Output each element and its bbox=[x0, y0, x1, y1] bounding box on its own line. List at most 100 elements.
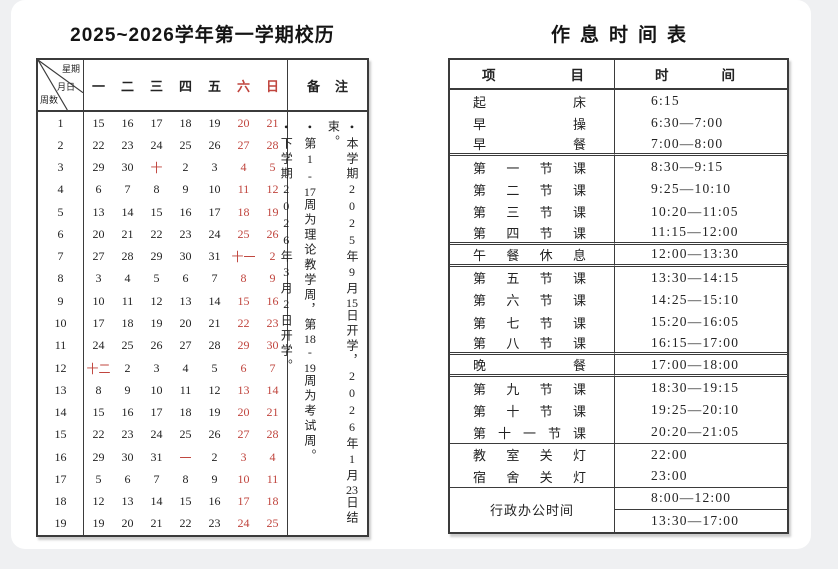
char: 第 bbox=[473, 315, 487, 331]
calendar-day-cell: 27 bbox=[179, 338, 192, 353]
char: 课 bbox=[572, 271, 586, 287]
week-number-cell: 13 bbox=[54, 382, 67, 397]
calendar-day-cell: 9 bbox=[182, 182, 189, 197]
calendar-day-cell: 22 bbox=[92, 427, 105, 442]
schedule-time-cell: 11:15—12:00 bbox=[615, 223, 787, 245]
calendar-day-cell: 24 bbox=[237, 516, 250, 531]
week-number-cell: 12 bbox=[54, 360, 67, 375]
calendar-day-cell: 23 bbox=[208, 516, 221, 531]
calendar-day-cell: 7 bbox=[153, 471, 160, 486]
char: 一 bbox=[522, 425, 536, 441]
char: 餐 bbox=[572, 358, 586, 374]
char: 八 bbox=[506, 336, 520, 352]
calendar-day-cell: 21 bbox=[121, 226, 134, 241]
char: 第 bbox=[473, 182, 487, 198]
char: 节 bbox=[539, 381, 553, 397]
char: 室 bbox=[506, 448, 520, 464]
char: 早 bbox=[473, 116, 487, 132]
weekday-header-cell: 五 bbox=[207, 78, 221, 94]
calendar-day-cell: 25 bbox=[179, 427, 192, 442]
char: 教 bbox=[473, 448, 487, 464]
calendar-day-cell: 10 bbox=[150, 382, 163, 397]
calendar-day-cell: 26 bbox=[208, 427, 221, 442]
calendar-day-cell: 17 bbox=[208, 204, 221, 219]
schedule-item-cell: 午餐休息 bbox=[450, 244, 615, 267]
calendar-day-cell: 十二 bbox=[86, 361, 111, 376]
calendar-day-cell: 20 bbox=[92, 226, 105, 241]
calendar-day-cell: 13 bbox=[237, 382, 250, 397]
calendar-day-cell: 13 bbox=[121, 494, 134, 509]
calendar-day-cell: 3 bbox=[153, 360, 160, 375]
calendar-day-cell: 18 bbox=[179, 405, 192, 420]
calendar-day-cell: 16 bbox=[121, 405, 134, 420]
calendar-day-cell: 2 bbox=[269, 249, 276, 264]
schedule-time-cell: 6:15 bbox=[651, 93, 680, 109]
calendar-day-cell: 31 bbox=[208, 249, 221, 264]
char: 三 bbox=[506, 205, 520, 221]
schedule-time-cell: 22:00 bbox=[651, 446, 688, 462]
schedule-time-cell: 14:25—15:10 bbox=[651, 291, 740, 307]
calendar-days-grid: 15 16 17 18 19 20 21 22 23 24 25 26 27 28 29 30 十 2 3 4 5 6 7 8… bbox=[84, 112, 288, 535]
schedule-item-cell: 晚餐 bbox=[450, 355, 615, 378]
weekday-header-cell: 一 bbox=[91, 78, 105, 94]
char: 节 bbox=[539, 293, 553, 309]
calendar-day-cell: 16 bbox=[266, 293, 279, 308]
calendar-table: 星期 月日 周数 一二三四五六日 备注 1 2 3 4 5 6 7 8 9 10 11 12 13 14 1… bbox=[36, 58, 369, 537]
calendar-day-cell: 4 bbox=[269, 449, 276, 464]
char: 节 bbox=[539, 182, 553, 198]
week-number-column: 1 2 3 4 5 6 7 8 9 10 11 12 13 14 15 16 17 18 19 bbox=[38, 112, 84, 535]
week-number-cell: 19 bbox=[54, 516, 67, 531]
calendar-day-cell: 17 bbox=[150, 115, 163, 130]
calendar-day-cell: 11 bbox=[237, 182, 250, 197]
schedule-time-cell: 17:00—18:00 bbox=[615, 355, 787, 378]
calendar-day-cell: 29 bbox=[92, 160, 105, 175]
calendar-day-cell: 19 bbox=[208, 115, 221, 130]
calendar-corner-cell: 星期 月日 周数 bbox=[38, 60, 84, 112]
char: 休 bbox=[539, 247, 553, 263]
calendar-day-cell: 28 bbox=[266, 137, 279, 152]
calendar-day-cell: 11 bbox=[121, 293, 134, 308]
week-number-cell: 9 bbox=[57, 293, 64, 308]
char: 第 bbox=[473, 205, 487, 221]
char: 午 bbox=[473, 247, 487, 263]
week-number-cell: 1 bbox=[57, 115, 64, 130]
calendar-day-cell: 3 bbox=[211, 160, 218, 175]
char: 目 bbox=[570, 68, 585, 83]
schedule-admin-time-cell: 8:00—12:00 bbox=[615, 488, 787, 510]
week-number-cell: 7 bbox=[57, 249, 64, 264]
calendar-day-cell: 17 bbox=[92, 315, 105, 330]
schedule-time-cell: 12:00—13:30 bbox=[615, 245, 787, 267]
calendar-day-cell: 26 bbox=[150, 338, 163, 353]
diagonal-divider-lines bbox=[38, 60, 83, 110]
week-number-cell: 2 bbox=[57, 137, 64, 152]
schedule-time-cell: 20:20—21:05 bbox=[615, 422, 787, 444]
char: 第 bbox=[473, 381, 487, 397]
weekday-header-row: 一二三四五六日 bbox=[84, 60, 288, 112]
calendar-day-cell: 11 bbox=[266, 471, 279, 486]
schedule-item-cell: 早餐 bbox=[450, 134, 615, 157]
char: 早 bbox=[473, 137, 487, 153]
schedule-item-cell: 教室关灯 bbox=[450, 443, 615, 466]
calendar-day-cell: 15 bbox=[92, 115, 105, 130]
calendar-day-cell: 27 bbox=[237, 427, 250, 442]
calendar-day-cell: 23 bbox=[121, 137, 134, 152]
calendar-day-cell: 25 bbox=[121, 338, 134, 353]
schedule-item-cell: 第二节课 bbox=[450, 178, 615, 201]
schedule-item-cell: 第十一节课 bbox=[450, 421, 615, 444]
calendar-day-cell: 18 bbox=[121, 315, 134, 330]
week-number-cell: 8 bbox=[57, 271, 64, 286]
calendar-day-cell: 29 bbox=[92, 449, 105, 464]
char: 第 bbox=[473, 425, 487, 441]
calendar-day-cell: 18 bbox=[266, 494, 279, 509]
calendar-day-cell: 6 bbox=[124, 471, 131, 486]
char: 时 bbox=[655, 68, 669, 83]
calendar-day-cell: 29 bbox=[237, 338, 250, 353]
schedule-item-cell: 第一节课 bbox=[450, 156, 615, 179]
calendar-day-cell: 7 bbox=[124, 182, 131, 197]
corner-label-weekday: 星期 bbox=[61, 64, 80, 74]
calendar-day-cell: 15 bbox=[237, 293, 250, 308]
schedule-header-time: 时间 bbox=[615, 60, 787, 88]
schedule-time-cell: 7:00—8:00 bbox=[615, 134, 787, 157]
char: 第 bbox=[473, 293, 487, 309]
calendar-day-cell: 17 bbox=[237, 494, 250, 509]
